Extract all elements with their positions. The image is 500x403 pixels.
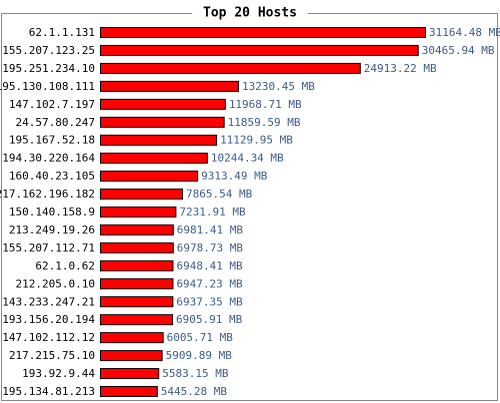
category-label: 195.167.52.18 (9, 134, 95, 147)
bar (100, 152, 208, 164)
category-label: 194.30.220.164 (2, 152, 95, 165)
bar (100, 314, 174, 326)
value-label: 9313.49 MB (201, 170, 268, 183)
category-label: 62.1.1.131 (29, 26, 95, 39)
category-label: 24.57.80.247 (16, 116, 95, 129)
category-label: 195.130.108.111 (0, 80, 95, 93)
bar (100, 368, 160, 380)
bar (100, 62, 361, 74)
value-label: 6948.41 MB (176, 259, 243, 272)
value-label: 5909.89 MB (166, 349, 233, 362)
value-label: 10244.34 MB (211, 152, 284, 165)
value-label: 6937.35 MB (176, 295, 243, 308)
value-label: 24913.22 MB (364, 62, 437, 75)
bar (100, 260, 174, 272)
bar (100, 206, 177, 218)
value-label: 6005.71 MB (167, 331, 234, 344)
bar (100, 116, 225, 128)
category-label: 143.233.247.21 (2, 295, 95, 308)
value-label: 30465.94 MB (422, 44, 495, 57)
value-label: 11968.71 MB (229, 98, 302, 111)
value-label: 7231.91 MB (179, 206, 246, 219)
bar (100, 134, 218, 146)
value-label: 7865.54 MB (186, 188, 253, 201)
category-label: 217.215.75.10 (9, 349, 95, 362)
category-label: 212.205.0.10 (16, 277, 95, 290)
category-label: 62.1.0.62 (35, 259, 95, 272)
category-label: 147.102.7.197 (9, 98, 95, 111)
value-label: 6905.91 MB (176, 313, 243, 326)
value-label: 13230.45 MB (242, 80, 315, 93)
category-label: 160.40.23.105 (9, 170, 95, 183)
category-label: 147.102.112.12 (2, 331, 95, 344)
value-label: 5583.15 MB (162, 367, 229, 380)
category-label: 213.249.19.26 (9, 223, 95, 236)
value-label: 6978.73 MB (177, 241, 244, 254)
category-label: 193.156.20.194 (2, 313, 95, 326)
category-label: 155.207.112.71 (2, 241, 95, 254)
value-label: 11859.59 MB (228, 116, 301, 129)
bar (100, 44, 419, 56)
title-bg (192, 5, 308, 21)
bar (100, 170, 199, 182)
bar (100, 242, 174, 254)
value-label: 6981.41 MB (177, 223, 244, 236)
bar (100, 350, 163, 362)
value-label: 5445.28 MB (161, 385, 228, 398)
bar (100, 278, 174, 290)
bar (100, 80, 239, 92)
bar (100, 386, 158, 397)
category-label: 217.162.196.182 (0, 188, 95, 201)
category-label: 155.207.123.25 (2, 44, 95, 57)
bar (100, 224, 174, 236)
category-label: 150.140.158.9 (9, 206, 95, 219)
bar (100, 27, 426, 38)
category-label: 195.134.81.213 (2, 385, 95, 398)
category-label: 193.92.9.44 (22, 367, 95, 380)
value-label: 6947.23 MB (176, 277, 243, 290)
chart-title: Top 20 Hosts (203, 6, 297, 21)
category-label: 195.251.234.10 (2, 62, 95, 75)
bar (100, 98, 226, 110)
value-label: 31164.48 MB (429, 26, 500, 39)
bar (100, 332, 164, 344)
bar (100, 188, 184, 200)
value-label: 11129.95 MB (220, 134, 293, 147)
bar (100, 296, 174, 308)
